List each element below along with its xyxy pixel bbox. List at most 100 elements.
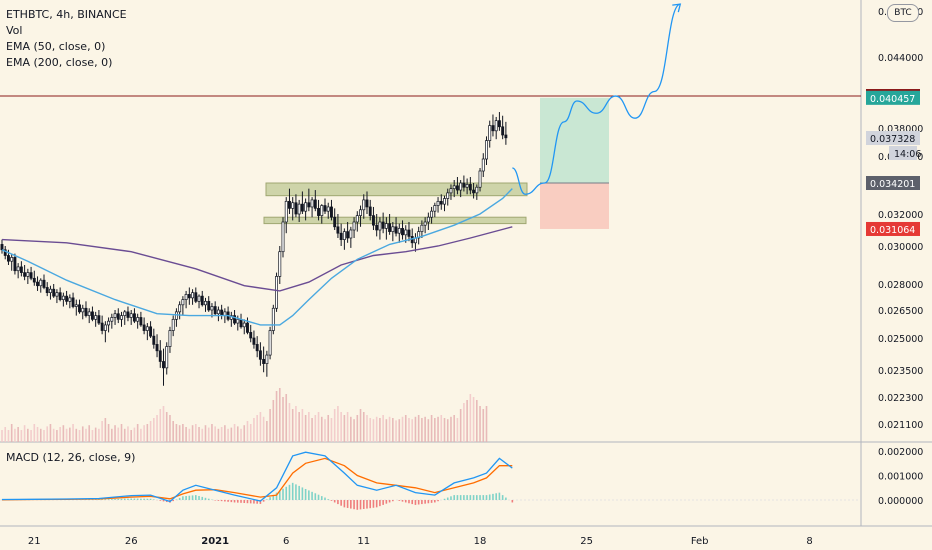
candle-body — [90, 311, 94, 320]
candle-body — [278, 251, 282, 277]
volume-bar — [94, 427, 97, 442]
macd-histogram-bar — [195, 495, 197, 500]
volume-bar — [217, 428, 220, 442]
volume-bar — [98, 428, 100, 442]
price-label-text: 0.037328 — [870, 134, 915, 145]
candle-body — [113, 313, 117, 318]
candle-body — [388, 223, 392, 232]
candle-body — [455, 185, 459, 191]
macd-histogram-bar — [198, 495, 200, 500]
legend-ema200[interactable]: EMA (200, close, 0) — [6, 56, 113, 69]
volume-bar — [30, 430, 32, 442]
volume-bar — [214, 426, 216, 442]
candle-body — [449, 188, 453, 194]
volume-bar — [375, 416, 378, 442]
volume-bar — [172, 421, 174, 442]
chart-legend: ETHBTC, 4h, BINANCE Vol EMA (50, close, … — [6, 7, 127, 71]
legend-macd[interactable]: MACD (12, 26, close, 9) — [6, 451, 136, 464]
macd-histogram-bar — [492, 493, 494, 500]
legend-vol[interactable]: Vol — [6, 24, 23, 37]
macd-histogram-bar — [114, 499, 116, 500]
macd-tick-label: 0.001000 — [878, 472, 923, 483]
volume-bar — [240, 428, 242, 442]
macd-histogram-bar — [356, 500, 359, 510]
macd-histogram-bar — [488, 494, 491, 500]
candle-body — [339, 232, 343, 240]
volume-bar — [382, 415, 384, 442]
candle-body — [71, 297, 75, 307]
candle-body — [323, 205, 327, 212]
volume-bar — [401, 416, 404, 442]
candle-body — [465, 184, 469, 188]
volume-bar — [278, 388, 281, 442]
candle-body — [375, 224, 379, 231]
symbol-title[interactable]: ETHBTC, 4h, BINANCE — [6, 8, 127, 21]
volume-bar — [476, 400, 478, 442]
volume-bar — [392, 418, 394, 442]
candle-body — [136, 317, 140, 322]
macd-histogram-bar — [224, 500, 226, 502]
volume-bar — [404, 415, 407, 442]
volume-bar — [366, 415, 368, 442]
candle-body — [19, 266, 23, 273]
candle-body — [349, 229, 353, 239]
candle-body — [187, 294, 191, 299]
macd-histogram-bar — [346, 500, 349, 508]
volume-bar — [49, 424, 52, 442]
volume-bar — [59, 427, 61, 442]
volume-bar — [65, 428, 68, 442]
time-tick-label: 18 — [474, 536, 487, 547]
macd-histogram-bar — [424, 500, 426, 504]
volume-bar — [62, 425, 65, 442]
macd-histogram-bar — [392, 500, 394, 502]
macd-histogram-bar — [240, 500, 242, 503]
candle-body — [355, 215, 359, 223]
volume-bar — [343, 415, 346, 442]
legend-ema50[interactable]: EMA (50, close, 0) — [6, 40, 106, 53]
candle-body — [443, 198, 446, 205]
volume-bar — [379, 418, 381, 442]
macd-histogram-bar — [288, 484, 291, 500]
candle-body — [78, 304, 81, 313]
candle-body — [239, 318, 243, 328]
candle-body — [152, 335, 156, 345]
candle-body — [262, 358, 266, 364]
macd-histogram-bar — [372, 500, 375, 508]
volume-bar — [333, 409, 336, 442]
macd-histogram-bar — [230, 500, 233, 503]
projection-arrowhead — [672, 3, 682, 13]
macd-histogram-bar — [178, 497, 181, 500]
time-tick-label: 11 — [357, 536, 370, 547]
candle-body — [155, 344, 159, 352]
candle-body — [61, 295, 65, 300]
volume-bar — [359, 409, 362, 442]
candle-body — [300, 203, 304, 212]
volume-bar — [133, 427, 136, 442]
volume-bar — [156, 415, 158, 442]
candle-body — [162, 361, 165, 369]
price-tick-label: 0.032000 — [878, 210, 923, 221]
currency-badge[interactable]: BTC — [887, 4, 919, 22]
volume-bar — [362, 412, 365, 442]
volume-bar — [424, 416, 426, 442]
price-label: 0.040457 — [866, 90, 920, 105]
volume-bar — [78, 430, 81, 442]
candle-body — [246, 322, 249, 333]
candle-body — [462, 182, 466, 188]
volume-bar — [430, 415, 433, 442]
macd-histogram-bar — [291, 482, 294, 500]
volume-bars — [1, 388, 488, 442]
candle-body — [478, 170, 482, 188]
volume-bar — [256, 415, 258, 442]
candle-body — [81, 307, 85, 313]
volume-bar — [81, 426, 84, 442]
macd-histogram-bar — [153, 499, 155, 500]
candle-body — [23, 272, 27, 277]
candle-body — [184, 294, 188, 300]
candle-body — [68, 297, 72, 302]
macd-histogram-bar — [498, 492, 501, 500]
candle-body — [194, 292, 198, 302]
macd-histogram-bar — [505, 497, 507, 500]
candle-body — [103, 324, 107, 331]
